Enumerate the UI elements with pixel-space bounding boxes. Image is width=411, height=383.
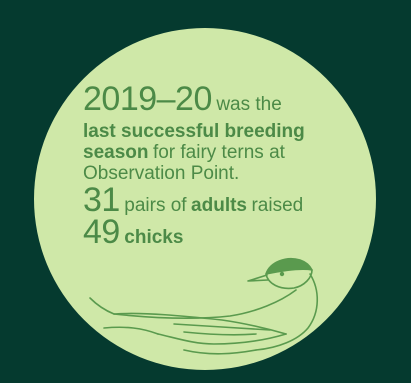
pairs-of-text: pairs of	[124, 195, 187, 216]
raised-text: raised	[251, 195, 304, 216]
stat-text-block: 2019–20 was the last successful breeding…	[83, 82, 343, 249]
years-suffix: was the	[216, 94, 282, 115]
stat-line-4: Observation Point.	[83, 164, 343, 183]
stat-line-chicks: 49 chicks	[83, 215, 343, 249]
adults-label: adults	[191, 195, 247, 216]
stat-circle: 2019–20 was the last successful breeding…	[34, 28, 376, 370]
location-text: Observation Point.	[83, 163, 240, 184]
chicks-label: chicks	[124, 227, 184, 248]
stat-line-pairs: 31 pairs of adults raised	[83, 183, 343, 217]
years-number: 2019–20	[83, 80, 212, 118]
season-label: season	[83, 142, 149, 163]
stat-line-3: season for fairy terns at	[83, 143, 343, 162]
chicks-number: 49	[83, 213, 120, 251]
pairs-number: 31	[83, 181, 120, 219]
for-fairy-terns-text: for fairy terns at	[152, 142, 285, 163]
stat-line-years: 2019–20 was the	[83, 82, 343, 116]
stat-line-2: last successful breeding	[83, 122, 343, 141]
last-successful-breeding: last successful breeding	[83, 121, 305, 142]
